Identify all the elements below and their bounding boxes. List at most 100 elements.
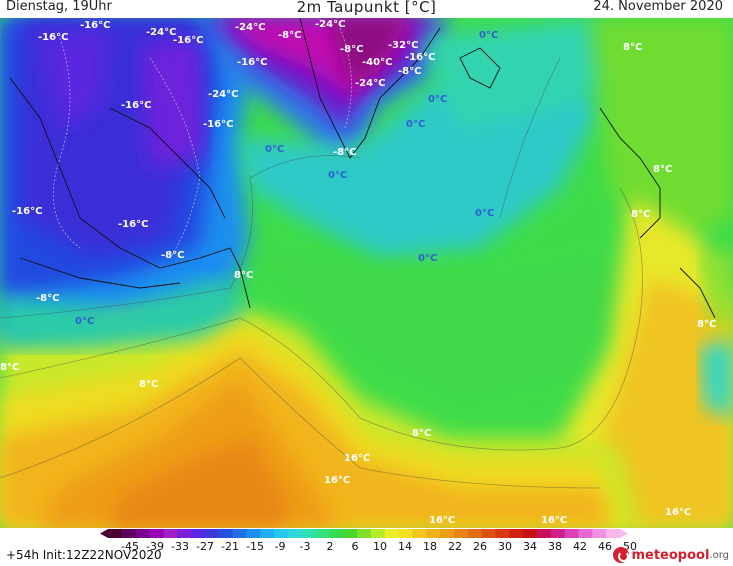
colorbar-swatch xyxy=(384,529,400,538)
isoline-label: 16°C xyxy=(344,453,371,464)
isoline-label: 8°C xyxy=(623,42,643,53)
colorbar-swatch xyxy=(246,529,261,538)
isoline-label: 0°C xyxy=(428,94,448,105)
colorbar-swatch xyxy=(467,529,483,538)
colorbar-tick-label: 22 xyxy=(448,540,462,553)
isoline-label: 0°C xyxy=(75,316,95,327)
meteopool-logo-icon xyxy=(613,547,630,563)
isoline-label: 0°C xyxy=(479,30,499,41)
colorbar-swatch xyxy=(592,529,607,538)
isoline-label: -8°C xyxy=(340,44,364,55)
logo-domain: .org xyxy=(709,549,729,561)
footer-bar: -45 -39 -33 -27 -21 -15 -9 -3 2 6 10 14 18 22 26 30 34 38… xyxy=(0,528,733,566)
isoline-label: -40°C xyxy=(362,57,393,68)
colorbar-swatch xyxy=(163,529,178,538)
colorbar-swatch xyxy=(481,529,496,538)
isoline-label: 8°C xyxy=(234,270,254,281)
isoline-label: 0°C xyxy=(265,144,285,155)
colorbar-tick-label: 38 xyxy=(548,540,562,553)
colorbar-swatch xyxy=(550,529,566,538)
isoline-label: 8°C xyxy=(697,319,717,330)
colorbar-swatch xyxy=(108,529,123,538)
colorbar-swatch xyxy=(523,529,538,538)
dewpoint-map: -16°C -16°C -24°C -16°C -24°C -8°C -24°C -32°C 0… xyxy=(0,18,733,528)
isoline-label: -16°C xyxy=(12,206,43,217)
isoline-label: -32°C xyxy=(388,40,419,51)
colorbar-swatch xyxy=(398,529,413,538)
colorbar-swatch xyxy=(453,529,469,538)
colorbar-swatch xyxy=(412,529,427,538)
isoline-label: -24°C xyxy=(235,22,266,33)
colorbar-swatch xyxy=(149,529,164,538)
colorbar-tick-label: 2 xyxy=(326,540,334,553)
colorbar-tick-label: 46 xyxy=(598,540,612,553)
colorbar-tick-label: -15 xyxy=(246,540,264,553)
colorbar-swatch xyxy=(343,529,358,538)
isoline-label: -16°C xyxy=(237,57,268,68)
colorbar-swatch xyxy=(564,529,579,538)
isoline-label: 16°C xyxy=(665,507,692,518)
colorbar-tick-label: 18 xyxy=(423,540,437,553)
colorbar-swatch xyxy=(204,529,220,538)
isoline-label: -8°C xyxy=(161,250,185,261)
colorbar-tick-label: 26 xyxy=(473,540,487,553)
map-title: 2m Taupunkt [°C] xyxy=(296,0,437,16)
colorbar-swatch xyxy=(357,529,372,538)
colorbar-tick-label: 30 xyxy=(498,540,512,553)
colorbar-swatch xyxy=(135,529,151,538)
colorbar-swatch xyxy=(426,529,441,538)
isoline-label: -24°C xyxy=(146,27,177,38)
meteopool-logo[interactable]: meteopool .org xyxy=(613,545,729,565)
colorbar-tick-label: -27 xyxy=(196,540,214,553)
colorbar-swatch xyxy=(536,529,552,538)
colorbar-legend: -45 -39 -33 -27 -21 -15 -9 -3 2 6 10 14 18 22 26 30 34 38… xyxy=(100,528,637,553)
colorbar-swatch xyxy=(177,529,192,538)
colorbar-swatch xyxy=(301,529,317,538)
isoline-label: 8°C xyxy=(0,362,20,373)
weekday-time: Dienstag, 19Uhr xyxy=(6,0,112,14)
colorbar-tick-label: -33 xyxy=(171,540,189,553)
colorbar-tick-label: 42 xyxy=(573,540,587,553)
colorbar-scale xyxy=(100,529,628,538)
isoline-label: -24°C xyxy=(208,89,239,100)
isoline-label: -8°C xyxy=(333,147,357,158)
colorbar-high-arrow xyxy=(620,529,628,538)
colorbar-swatch xyxy=(287,529,303,538)
colorbar-swatch xyxy=(191,529,206,538)
isoline-label: 0°C xyxy=(406,119,426,130)
isoline-label: 8°C xyxy=(653,164,673,175)
colorbar-tick-label: 14 xyxy=(398,540,412,553)
colorbar-swatch xyxy=(218,529,234,538)
isoline-label: -16°C xyxy=(173,35,204,46)
isoline-label: -8°C xyxy=(398,66,422,77)
colorbar-swatch xyxy=(509,529,524,538)
colorbar-swatch xyxy=(578,529,593,538)
isoline-label: 0°C xyxy=(418,253,438,264)
isoline-label: 16°C xyxy=(541,515,568,526)
isoline-label: -16°C xyxy=(121,100,152,111)
colorbar-swatch xyxy=(440,529,455,538)
colorbar-swatch xyxy=(121,529,137,538)
colorbar-swatch xyxy=(315,529,330,538)
colorbar-swatch xyxy=(260,529,275,538)
colorbar-swatch xyxy=(495,529,510,538)
colorbar-tick-label: 10 xyxy=(373,540,387,553)
colorbar-swatch xyxy=(274,529,289,538)
colorbar-swatch xyxy=(232,529,247,538)
isoline-label: 16°C xyxy=(429,515,456,526)
isoline-label: 8°C xyxy=(631,209,651,220)
isoline-label: -8°C xyxy=(278,30,302,41)
colorbar-swatch xyxy=(606,529,621,538)
forecast-date: 24. November 2020 xyxy=(593,0,723,14)
colorbar-tick-label: -21 xyxy=(221,540,239,553)
dewpoint-field xyxy=(0,18,733,528)
isoline-label: 8°C xyxy=(412,428,432,439)
isoline-label: -16°C xyxy=(118,219,149,230)
colorbar-tick-label: -9 xyxy=(274,540,286,553)
isoline-label: 0°C xyxy=(328,170,348,181)
isoline-label: -24°C xyxy=(315,19,346,30)
isoline-label: -24°C xyxy=(355,78,386,89)
colorbar-tick-label: -45 xyxy=(121,540,139,553)
isoline-label: -16°C xyxy=(80,20,111,31)
colorbar-swatch xyxy=(329,529,344,538)
